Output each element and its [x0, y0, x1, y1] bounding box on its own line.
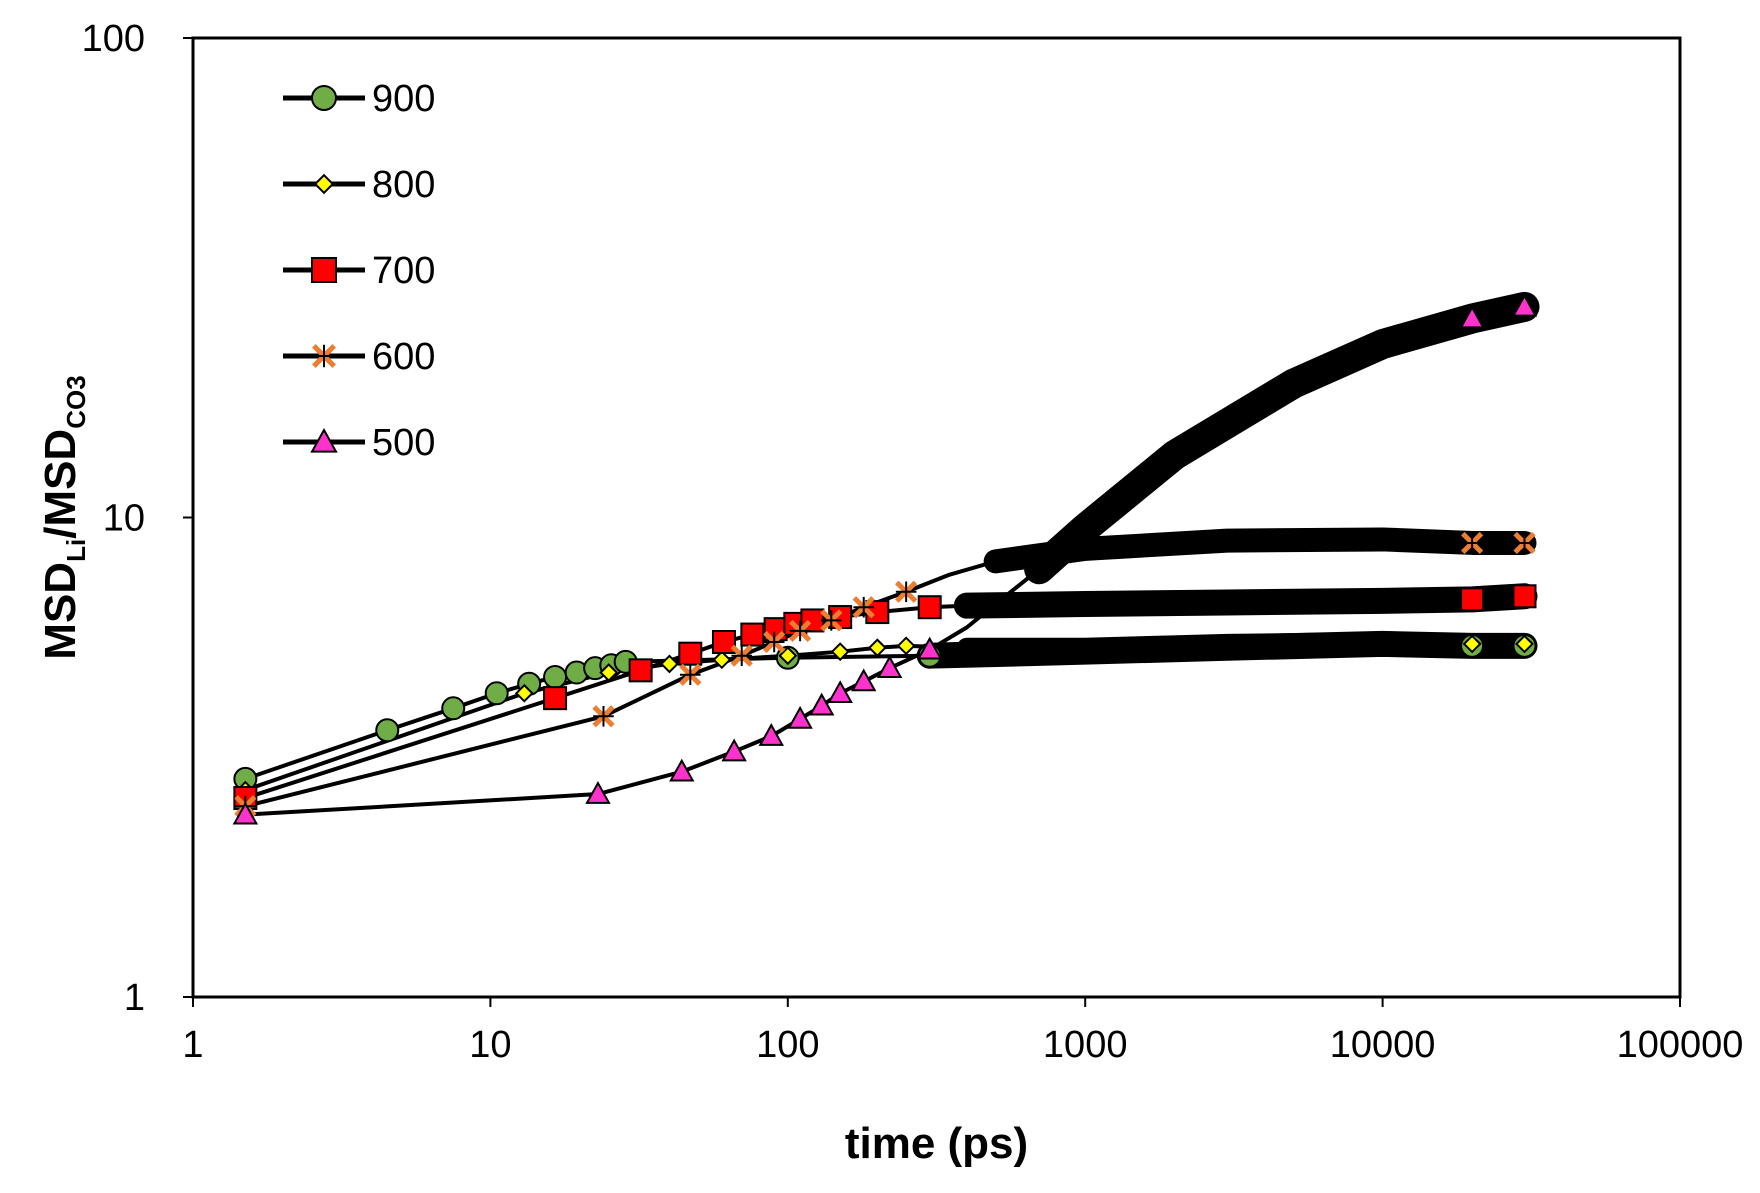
data-point-700	[917, 595, 942, 620]
legend-item-800: 800	[283, 164, 435, 206]
x-tick-label: 100	[756, 1024, 819, 1066]
axis-layer: 1 10 100 1000 10000 100000 1 10 100	[82, 18, 1744, 1066]
y-axis-title-sub-1: Li	[61, 539, 91, 562]
data-point-600	[763, 630, 786, 654]
y-axis-title-slash: /	[36, 527, 85, 539]
data-point-500	[787, 705, 813, 729]
legend-item-700: 700	[283, 250, 435, 292]
y-axis-title: MSDLi/MSDCO3	[36, 375, 91, 659]
data-point-600	[1461, 531, 1484, 555]
y-tick-label: 1	[124, 977, 145, 1019]
data-point-900	[441, 696, 466, 721]
x-tick-label: 1	[182, 1024, 203, 1066]
data-point-500	[851, 668, 877, 692]
x-tick-label: 10	[469, 1024, 511, 1066]
data-point-800	[1515, 634, 1534, 654]
legend-item-600: 600	[283, 336, 435, 378]
data-point-800	[896, 636, 916, 656]
data-point-500	[916, 636, 943, 660]
series-markers-500	[232, 293, 1538, 825]
data-point-500	[827, 680, 853, 704]
data-point-800	[660, 654, 679, 674]
data-point-800	[1462, 634, 1482, 654]
series-dense-markers-700	[953, 583, 1538, 619]
data-point-500	[758, 723, 784, 746]
data-point-700	[1512, 584, 1537, 609]
data-point-500	[585, 780, 611, 804]
data-point-700	[678, 641, 703, 666]
y-axis-title-sub-2: CO3	[61, 375, 91, 428]
data-point-500	[1511, 293, 1538, 317]
data-point-800	[778, 646, 798, 666]
data-point-800	[867, 638, 887, 658]
plot-area-frame	[191, 36, 1682, 999]
series-dense-markers-800	[956, 631, 1535, 658]
data-point-600	[820, 609, 843, 632]
data-point-800	[514, 683, 534, 703]
data-point-500	[808, 692, 835, 716]
data-point-500	[876, 655, 903, 678]
legend-item-500: 500	[283, 422, 435, 464]
data-point-600	[679, 663, 702, 686]
legend-label: 900	[372, 78, 435, 120]
series-band-800	[956, 631, 1535, 658]
legend-marker	[312, 344, 336, 368]
plot-layer	[232, 291, 1540, 825]
data-point-800	[712, 650, 732, 670]
data-point-800	[599, 663, 619, 682]
data-point-500	[1459, 305, 1485, 329]
legend-label: 700	[372, 250, 435, 292]
y-tick-label: 10	[103, 498, 145, 540]
data-point-500	[721, 738, 747, 762]
data-point-600	[852, 596, 875, 619]
legend-label: 500	[372, 422, 435, 464]
x-tick-label: 100000	[1617, 1024, 1744, 1066]
legend-marker	[310, 427, 338, 453]
data-point-800	[830, 642, 850, 662]
legend: 900 800 700 600 500	[283, 78, 435, 464]
y-axis-title-main-1: MSD	[36, 562, 85, 660]
data-point-600	[592, 705, 615, 728]
data-point-700	[740, 622, 765, 647]
data-point-600	[730, 644, 753, 667]
data-point-700	[543, 686, 568, 711]
y-tick-label: 100	[82, 18, 145, 60]
data-point-500	[232, 801, 259, 825]
x-tick-label: 1000	[1043, 1024, 1128, 1066]
series-band-700	[953, 583, 1538, 619]
data-point-600	[895, 580, 918, 603]
legend-marker	[311, 257, 337, 283]
legend-label: 800	[372, 164, 435, 206]
x-tick-label: 10000	[1330, 1024, 1436, 1066]
legend-marker	[313, 173, 335, 195]
legend-label: 600	[372, 336, 435, 378]
data-point-700	[1460, 587, 1485, 612]
legend-marker	[311, 85, 337, 111]
data-point-900	[484, 681, 509, 706]
series-markers-600	[234, 531, 1536, 818]
legend-item-900: 900	[283, 78, 435, 120]
y-axis-title-main-2: MSD	[36, 429, 85, 527]
data-point-700	[628, 658, 653, 683]
data-point-500	[669, 758, 695, 782]
data-point-600	[788, 619, 812, 643]
data-point-900	[543, 664, 568, 689]
data-point-900	[375, 718, 400, 743]
x-axis-title: time (ps)	[845, 1119, 1028, 1168]
data-point-600	[1513, 531, 1536, 555]
data-point-700	[711, 629, 736, 654]
